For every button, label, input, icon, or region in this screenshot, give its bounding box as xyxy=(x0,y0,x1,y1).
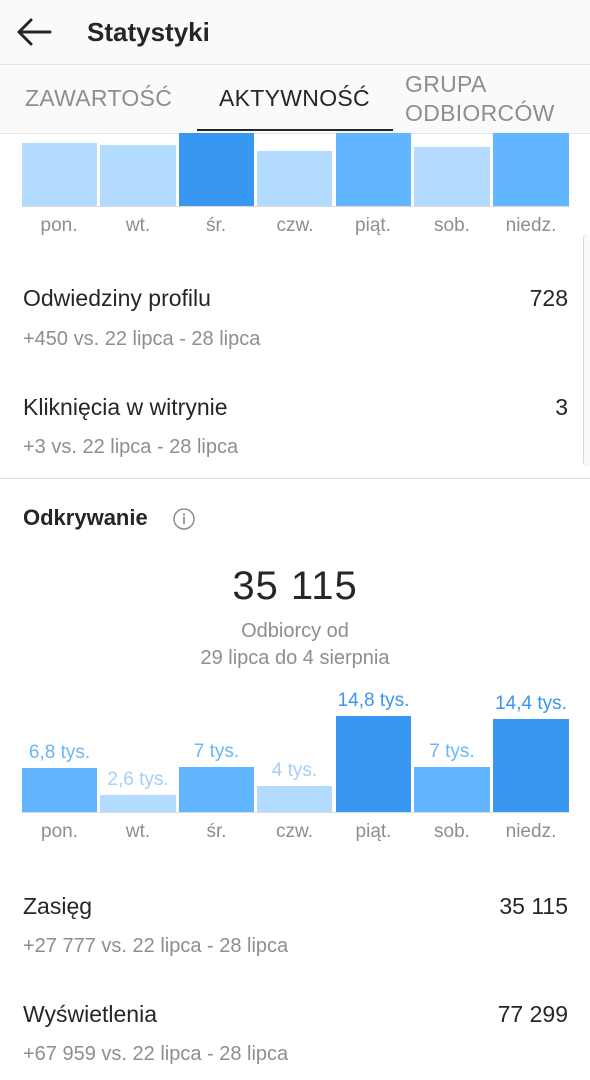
section-title-discovery: Odkrywanie xyxy=(23,505,148,530)
chart-baseline xyxy=(22,812,570,813)
day-label: pon. xyxy=(40,215,78,236)
reach-total: 35 115 xyxy=(232,564,358,608)
back-button[interactable] xyxy=(14,14,54,50)
bar-sr xyxy=(179,133,254,206)
tab-audience[interactable]: GRUPA ODBIORCÓW xyxy=(405,69,555,130)
bar-niedz xyxy=(493,133,569,206)
discovery-bar-value: 2,6 tys. xyxy=(107,769,169,790)
discovery-bar-value: 4 tys. xyxy=(271,760,318,781)
discovery-day-label: czw. xyxy=(276,821,313,842)
scrollbar[interactable] xyxy=(583,234,590,466)
info-icon[interactable] xyxy=(172,507,196,531)
chart-baseline xyxy=(22,206,570,207)
tab-audience-line1: GRUPA xyxy=(405,71,487,97)
active-tab-indicator xyxy=(197,129,393,131)
tab-activity[interactable]: AKTYWNOŚĆ xyxy=(219,84,370,111)
page-title: Statystyki xyxy=(87,17,210,47)
tab-audience-line2: ODBIORCÓW xyxy=(405,100,555,126)
bar-pon xyxy=(22,143,97,206)
discovery-bar-5 xyxy=(414,767,490,812)
arrow-left-icon xyxy=(17,18,52,46)
impressions-label: Wyświetlenia xyxy=(23,1001,158,1027)
day-label: śr. xyxy=(205,215,227,236)
profile-visits-comparison: +450 vs. 22 lipca - 28 lipca xyxy=(23,328,261,350)
day-label: czw. xyxy=(276,215,314,236)
app-header: Statystyki xyxy=(0,0,590,65)
day-label: sob. xyxy=(434,215,470,236)
day-label: wt. xyxy=(125,215,151,236)
discovery-bar-0 xyxy=(22,768,97,812)
tab-bar: ZAWARTOŚĆ AKTYWNOŚĆ GRUPA ODBIORCÓW xyxy=(0,65,590,134)
discovery-bar-3 xyxy=(257,786,332,812)
bar-piat xyxy=(336,133,411,206)
reach-comparison: +27 777 vs. 22 lipca - 28 lipca xyxy=(23,935,289,957)
reach-value: 35 115 xyxy=(499,893,568,919)
discovery-bar-value: 6,8 tys. xyxy=(28,742,91,763)
bar-wt xyxy=(100,145,176,206)
profile-visits-label: Odwiedziny profilu xyxy=(23,285,211,311)
section-divider xyxy=(0,478,590,479)
reach-caption-line2: 29 lipca do 4 sierpnia xyxy=(200,647,390,669)
bar-sob xyxy=(414,147,490,206)
discovery-bar-value: 7 tys. xyxy=(193,741,240,762)
discovery-day-label: pon. xyxy=(41,821,78,842)
discovery-bar-value: 7 tys. xyxy=(429,741,475,762)
website-clicks-label: Kliknięcia w witrynie xyxy=(23,394,228,420)
website-clicks-comparison: +3 vs. 22 lipca - 28 lipca xyxy=(23,436,239,458)
reach-caption-line1: Odbiorcy od xyxy=(241,620,349,642)
impressions-comparison: +67 959 vs. 22 lipca - 28 lipca xyxy=(23,1043,289,1065)
impressions-value: 77 299 xyxy=(497,1001,568,1027)
discovery-day-label: niedz. xyxy=(505,821,557,842)
bar-czw xyxy=(257,151,332,206)
tab-content[interactable]: ZAWARTOŚĆ xyxy=(25,84,173,111)
discovery-bar-value: 14,8 tys. xyxy=(337,690,410,711)
discovery-day-label: śr. xyxy=(206,821,227,842)
discovery-day-label: sob. xyxy=(434,821,470,842)
discovery-day-label: wt. xyxy=(125,821,151,842)
discovery-bar-6 xyxy=(493,719,569,812)
profile-visits-value: 728 xyxy=(529,285,568,311)
discovery-bar-value: 14,4 tys. xyxy=(495,693,567,714)
discovery-bar-4 xyxy=(336,716,411,812)
day-label: niedz. xyxy=(505,215,557,236)
day-label: piąt. xyxy=(355,215,391,236)
discovery-bar-2 xyxy=(179,767,254,812)
discovery-bar-1 xyxy=(100,795,176,812)
reach-label: Zasięg xyxy=(23,893,93,919)
discovery-day-label: piąt. xyxy=(355,821,392,842)
website-clicks-value: 3 xyxy=(555,394,568,420)
